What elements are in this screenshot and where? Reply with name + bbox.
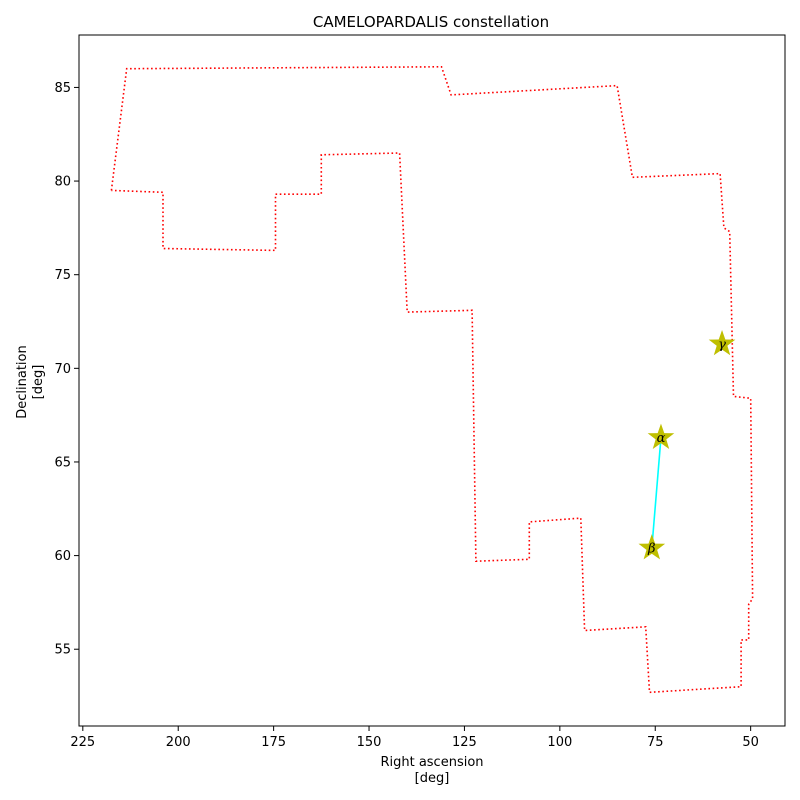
star-marker bbox=[647, 423, 675, 449]
y-axis-unit: [deg] bbox=[31, 365, 46, 400]
y-tick-label: 65 bbox=[54, 455, 71, 470]
x-tick-label: 50 bbox=[742, 735, 759, 750]
asterism-line bbox=[651, 437, 662, 549]
chart-marks: α β γ bbox=[110, 65, 754, 694]
x-tick-label: 200 bbox=[166, 735, 191, 750]
y-tick-label: 55 bbox=[54, 643, 71, 658]
x-axis: 225 200 175 150 125 100 75 50 bbox=[70, 726, 759, 750]
y-tick-label: 60 bbox=[54, 549, 71, 564]
star-label: β bbox=[647, 542, 656, 557]
y-axis-label: Declination bbox=[15, 345, 30, 419]
star-marker bbox=[708, 329, 736, 356]
chart-title: CAMELOPARDALIS constellation bbox=[313, 13, 549, 31]
star-label: α bbox=[657, 431, 666, 446]
x-axis-unit: [deg] bbox=[415, 771, 450, 786]
x-tick-label: 100 bbox=[547, 735, 572, 750]
x-tick-label: 150 bbox=[357, 735, 382, 750]
y-tick-label: 85 bbox=[54, 81, 71, 96]
x-tick-label: 125 bbox=[452, 735, 477, 750]
y-tick-label: 70 bbox=[54, 362, 71, 377]
star-label: γ bbox=[718, 337, 726, 352]
x-tick-label: 225 bbox=[70, 735, 95, 750]
y-axis: 55 60 65 70 75 80 85 bbox=[54, 81, 79, 658]
plot-area bbox=[78, 34, 786, 727]
y-tick-label: 75 bbox=[54, 268, 71, 283]
x-tick-label: 75 bbox=[647, 735, 664, 750]
y-tick-label: 80 bbox=[54, 175, 71, 190]
x-tick-label: 175 bbox=[261, 735, 286, 750]
star-marker bbox=[638, 534, 666, 560]
constellation-boundary bbox=[110, 65, 754, 694]
x-axis-label: Right ascension bbox=[380, 755, 483, 770]
